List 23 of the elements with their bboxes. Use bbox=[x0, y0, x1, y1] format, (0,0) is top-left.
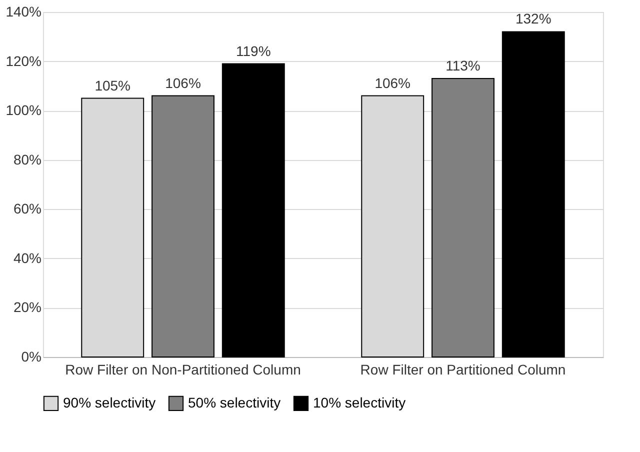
y-tick-label: 40% bbox=[13, 250, 42, 266]
y-tick-label: 20% bbox=[13, 299, 42, 316]
bar bbox=[432, 78, 494, 358]
y-tick-label: 60% bbox=[13, 200, 42, 217]
data-label: 119% bbox=[236, 42, 271, 59]
data-label: 106% bbox=[165, 74, 201, 91]
x-tick-label: Row Filter on Non-Partitioned Column bbox=[65, 362, 301, 378]
y-tick-label: 140% bbox=[6, 4, 42, 20]
y-tick-label: 100% bbox=[6, 102, 42, 118]
y-tick-label: 80% bbox=[13, 151, 42, 168]
bar bbox=[222, 63, 285, 358]
legend-label: 50% selectivity bbox=[188, 394, 281, 410]
bar bbox=[502, 31, 565, 358]
y-tick-label: 0% bbox=[21, 348, 42, 364]
data-label: 113% bbox=[446, 58, 480, 74]
x-tick-label: Row Filter on Partitioned Column bbox=[360, 362, 566, 378]
legend-label: 10% selectivity bbox=[313, 394, 406, 410]
data-label: 105% bbox=[94, 77, 131, 94]
y-tick-label: 120% bbox=[6, 52, 42, 69]
data-label: 132% bbox=[515, 10, 552, 27]
legend-label: 90% selectivity bbox=[63, 394, 156, 410]
bar bbox=[152, 95, 214, 358]
data-label: 106% bbox=[374, 74, 411, 91]
